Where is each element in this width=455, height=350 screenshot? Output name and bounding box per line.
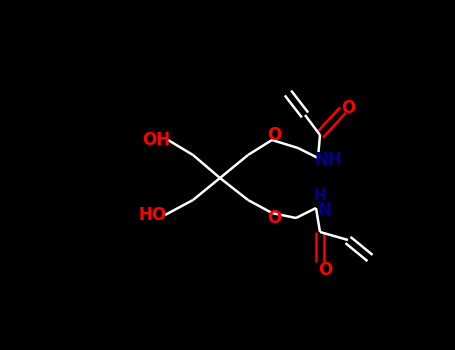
- Text: O: O: [267, 209, 281, 227]
- Text: NH: NH: [314, 151, 342, 169]
- Text: O: O: [318, 261, 332, 279]
- Text: OH: OH: [142, 131, 170, 149]
- Text: N: N: [317, 201, 331, 219]
- Text: HO: HO: [139, 206, 167, 224]
- Text: O: O: [267, 126, 281, 144]
- Text: O: O: [341, 99, 355, 117]
- Text: H: H: [313, 189, 326, 203]
